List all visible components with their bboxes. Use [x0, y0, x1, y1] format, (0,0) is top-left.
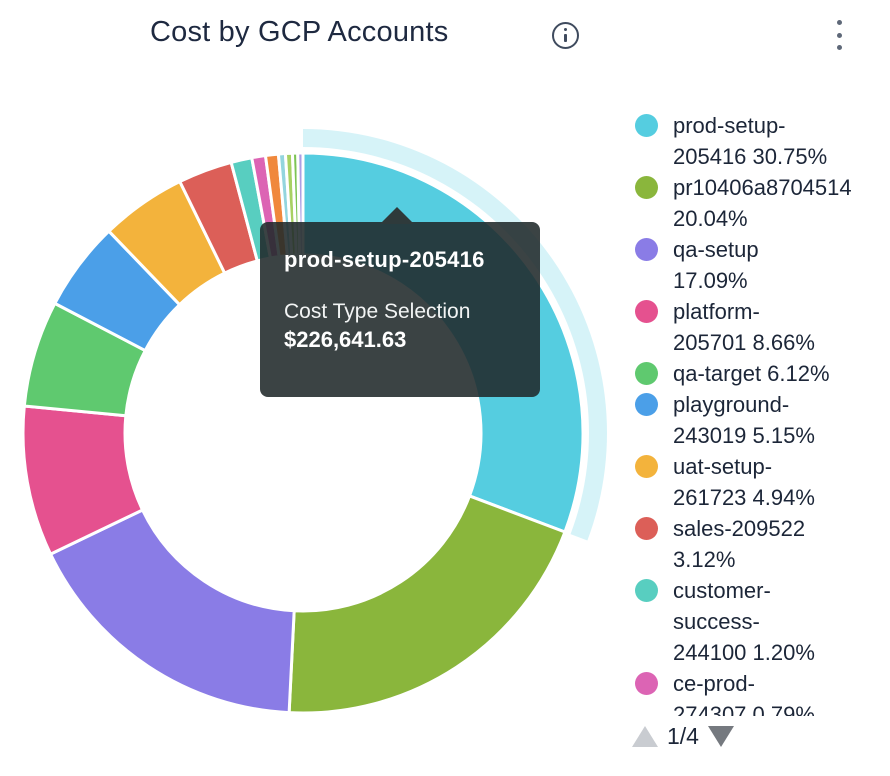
page-up-icon[interactable] — [632, 725, 658, 747]
legend-label: qa-setup 17.09% — [673, 237, 759, 293]
legend-swatch-icon — [635, 517, 658, 540]
legend-swatch-icon — [635, 579, 658, 602]
legend-item-sales-209522[interactable]: sales-209522 3.12% — [635, 513, 887, 575]
chart-legend: prod-setup- 205416 30.75% pr10406a8704514… — [635, 110, 887, 716]
legend-item-pr10406a8704514[interactable]: pr10406a8704514 20.04% — [635, 172, 887, 234]
pie-slice-other-14[interactable] — [296, 151, 305, 257]
legend-label: customer- success- 244100 1.20% — [673, 578, 815, 665]
legend-swatch-icon — [635, 300, 658, 323]
legend-label: uat-setup- 261723 4.94% — [673, 454, 815, 510]
kebab-menu-icon[interactable] — [832, 20, 846, 50]
page-indicator: 1/4 — [667, 722, 699, 749]
legend-label: platform- 205701 8.66% — [673, 299, 815, 355]
legend-item-customer-success-244100[interactable]: customer- success- 244100 1.20% — [635, 575, 887, 668]
legend-swatch-icon — [635, 114, 658, 137]
page-down-icon[interactable] — [707, 725, 734, 747]
legend-swatch-icon — [635, 362, 658, 385]
legend-swatch-icon — [635, 393, 658, 416]
legend-label: playground- 243019 5.15% — [673, 392, 815, 448]
legend-label: prod-setup- 205416 30.75% — [673, 113, 828, 169]
info-icon[interactable] — [552, 22, 579, 49]
legend-label: sales-209522 3.12% — [673, 516, 806, 572]
legend-swatch-icon — [635, 238, 658, 261]
legend-item-prod-setup-205416[interactable]: prod-setup- 205416 30.75% — [635, 110, 887, 172]
legend-label: pr10406a8704514 20.04% — [673, 175, 852, 231]
legend-label: ce-prod- 274307 0.79% — [673, 671, 815, 716]
pie-slice-qa-setup[interactable] — [49, 508, 296, 715]
legend-pagination: 1/4 — [632, 722, 734, 750]
legend-item-uat-setup-261723[interactable]: uat-setup- 261723 4.94% — [635, 451, 887, 513]
legend-item-qa-target[interactable]: qa-target 6.12% — [635, 358, 887, 389]
pie-slice-pr10406a8704514[interactable] — [287, 494, 567, 715]
legend-label: qa-target 6.12% — [673, 361, 830, 386]
legend-swatch-icon — [635, 672, 658, 695]
legend-item-playground-243019[interactable]: playground- 243019 5.15% — [635, 389, 887, 451]
legend-item-ce-prod-274307[interactable]: ce-prod- 274307 0.79% — [635, 668, 887, 716]
legend-swatch-icon — [635, 455, 658, 478]
page-title: Cost by GCP Accounts — [150, 16, 449, 48]
pie-slice-prod-setup-205416[interactable] — [301, 151, 585, 534]
legend-swatch-icon — [635, 176, 658, 199]
legend-item-platform-205701[interactable]: platform- 205701 8.66% — [635, 296, 887, 358]
legend-item-qa-setup[interactable]: qa-setup 17.09% — [635, 234, 887, 296]
